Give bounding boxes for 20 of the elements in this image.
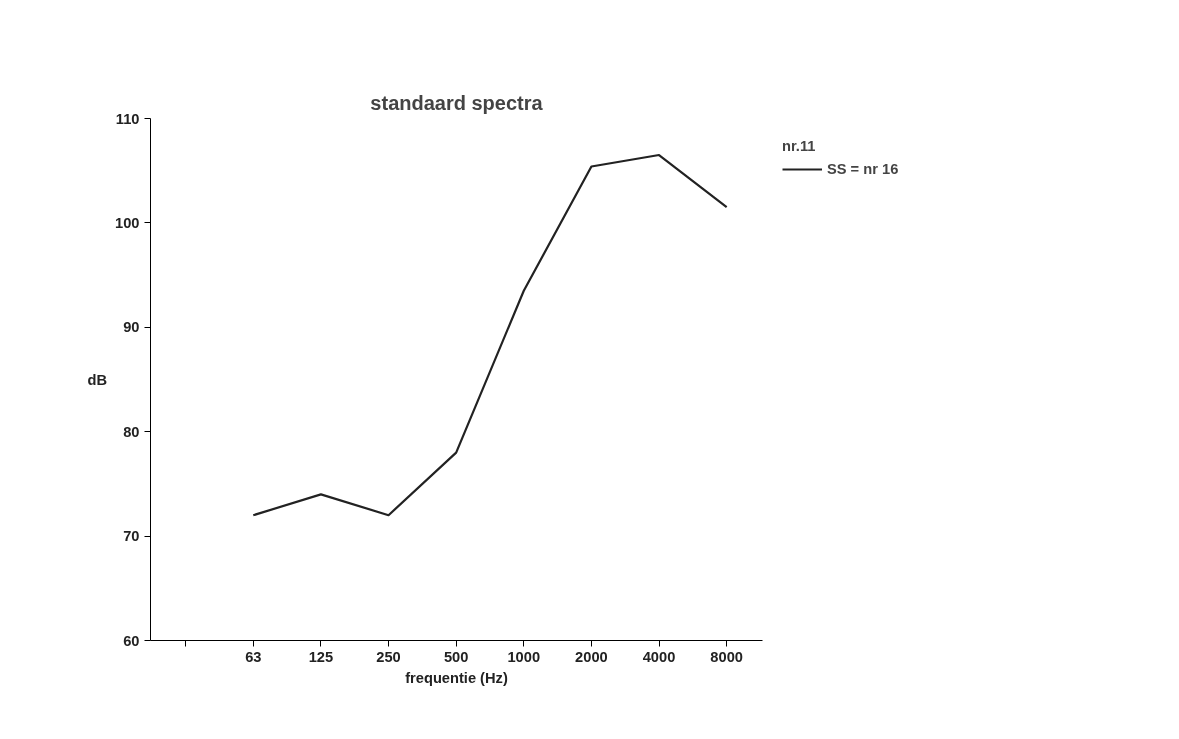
- y-tick-label: 70: [123, 528, 140, 545]
- y-tick-label: 110: [115, 110, 140, 127]
- x-tick-label: 4000: [642, 648, 676, 665]
- y-tick-label: 100: [115, 214, 140, 231]
- legend-label: SS = nr 16: [827, 161, 899, 177]
- x-tick-label: 63: [245, 648, 262, 665]
- x-tick-label: 500: [443, 648, 469, 665]
- y-tick-label: 90: [123, 319, 140, 336]
- y-axis-title: dB: [87, 371, 108, 388]
- x-tick-label: 8000: [710, 648, 743, 665]
- x-axis-title: frequentie (Hz): [405, 669, 508, 686]
- y-tick-label: 80: [123, 423, 140, 440]
- legend-title: nr.11: [782, 138, 817, 154]
- x-tick-label: 1000: [507, 648, 541, 665]
- line-series: [252, 153, 728, 517]
- y-tick-label: 60: [123, 632, 140, 649]
- x-tick-label: 125: [308, 648, 334, 665]
- x-tick-label: 250: [376, 648, 401, 665]
- x-tick-label: 2000: [575, 648, 608, 665]
- chart-title: standaard spectra: [370, 91, 544, 114]
